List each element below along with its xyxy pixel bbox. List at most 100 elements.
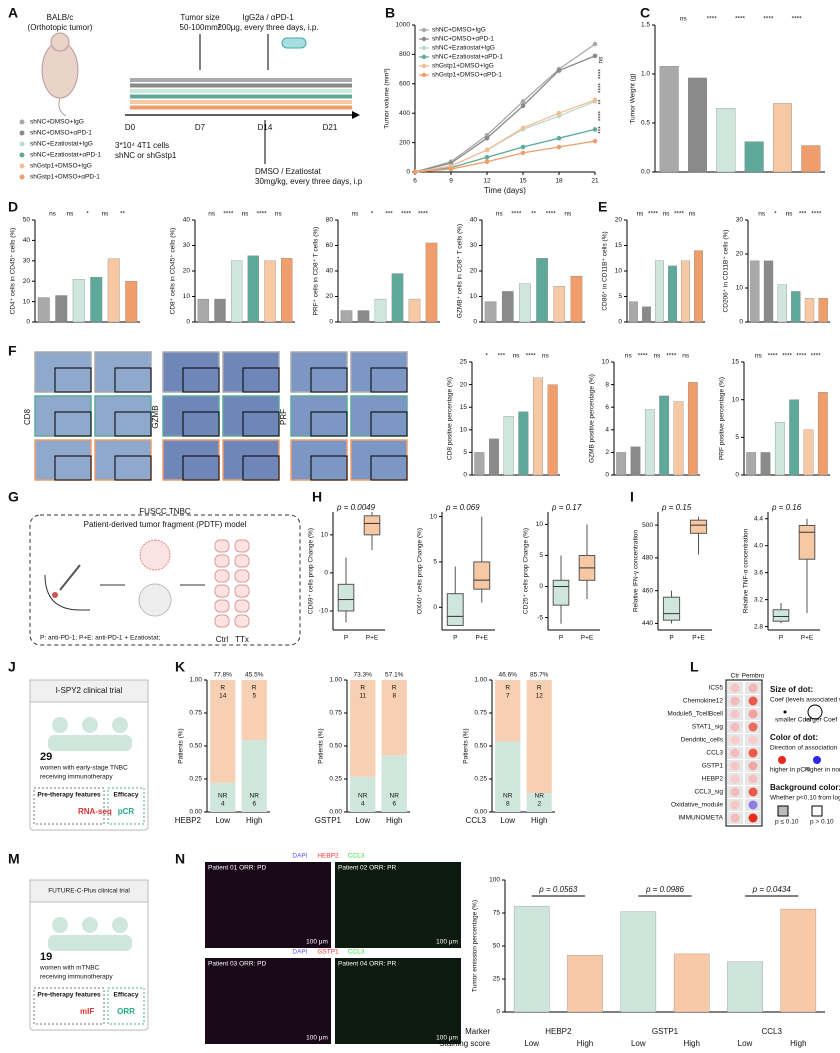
if-image [335, 958, 461, 1044]
text: Ctrl [216, 635, 229, 644]
box [33, 987, 105, 1025]
y-tick-label: -5 [537, 614, 543, 621]
stain-label: HEBP2 [317, 853, 339, 860]
dish [138, 583, 172, 617]
legend-label: shNC+DMSO+αPD-1 [432, 36, 494, 43]
point [556, 144, 562, 150]
significance: * [86, 211, 89, 218]
bar [777, 284, 787, 323]
y-tick-label: 440 [642, 620, 653, 627]
tube [214, 569, 230, 583]
inset [114, 455, 152, 481]
text: women with early-stage TNBC [39, 765, 128, 772]
y-axis-label: CD69⁺ cells prop Change (%) [308, 528, 315, 614]
y-tick-label: 30 [23, 258, 31, 265]
x-tick-label: High [790, 1039, 806, 1048]
series-line [414, 140, 596, 173]
legend-dot [783, 710, 787, 714]
header [29, 679, 149, 703]
inset [114, 411, 152, 437]
point [484, 159, 490, 165]
bar [630, 446, 641, 476]
y-tick-label: 20 [470, 268, 478, 275]
stain-label: CD8 [23, 408, 32, 425]
text: Efficacy [114, 992, 139, 999]
panel-j: I-SPY2 clinical trial 29 women with earl… [29, 679, 149, 831]
y-tick-label: 480 [642, 555, 653, 562]
y-axis-label: Relative IFN-γ concentration [633, 530, 640, 612]
bar [659, 395, 670, 476]
significance: ns [208, 211, 216, 218]
bar [55, 295, 68, 323]
y-tick-label: 5 [618, 293, 622, 300]
ihc-image [162, 395, 220, 437]
y-tick-label: 40 [326, 268, 334, 275]
stain-label: CCL3 [348, 949, 365, 956]
significance: **** [648, 211, 659, 218]
significance: ns [275, 211, 283, 218]
bar [673, 953, 710, 1013]
significance: *** [385, 211, 393, 218]
significance: **** [735, 16, 746, 23]
x-tick-label: High [246, 816, 262, 825]
point [520, 99, 526, 104]
bar [474, 452, 485, 476]
y-axis-label: Tumor emission percentage (%) [472, 900, 479, 992]
inset [310, 411, 348, 437]
y-axis-label: Patients (%) [318, 728, 325, 763]
stain-label: DAPI [292, 853, 307, 860]
significance: **** [782, 353, 793, 360]
bar [774, 422, 785, 476]
value-label: 45.5% [245, 672, 264, 679]
y-tick-label: 0 [324, 570, 328, 577]
segment-count: 12 [536, 693, 544, 700]
series-line [414, 100, 596, 173]
significance: **** [401, 211, 412, 218]
segment-count: 6 [392, 801, 396, 808]
bar-segment [350, 680, 376, 777]
segment-count: 4 [221, 801, 225, 808]
significance: **** [811, 211, 822, 218]
y-tick-label: 75 [493, 910, 501, 917]
significance: ns [496, 211, 504, 218]
timeline-bar [130, 105, 352, 110]
bar [408, 298, 421, 323]
significance: ns [682, 353, 690, 360]
legend-label: shNC+Ezatiostat+αPD-1 [432, 54, 503, 61]
ihc-image [290, 439, 348, 481]
bar [501, 291, 514, 323]
text: 30mg/kg, every three days, i.p [255, 177, 363, 186]
legend-dot [778, 756, 786, 764]
text: ORR [117, 1007, 135, 1016]
tube [214, 554, 230, 568]
significance: **** [638, 353, 649, 360]
bar [620, 911, 657, 1013]
y-axis-label: PRF⁺ cells in CD8⁺ T cells (%) [313, 227, 320, 316]
y-tick-label: 0.75 [329, 710, 342, 717]
significance: *** [598, 126, 605, 134]
y-tick-label: 0.50 [189, 743, 202, 750]
point [484, 147, 490, 153]
x-tick-label: 21 [591, 178, 599, 185]
series-line [414, 55, 596, 173]
legend-label: shNC+Ezatiostat+IgG [432, 45, 495, 52]
bar [425, 242, 438, 323]
text: 50-100mm³ [180, 23, 221, 32]
y-tick-label: 20 [326, 293, 334, 300]
point [556, 110, 562, 116]
significance: ns [755, 353, 763, 360]
point [592, 127, 598, 132]
legend-box [811, 805, 823, 817]
text: D7 [195, 123, 206, 132]
row-label: Chemokine12 [683, 698, 723, 705]
y-axis-label: Tumor Weight (g) [630, 73, 637, 123]
significance: **** [666, 353, 677, 360]
significance: **** [768, 353, 779, 360]
bar [760, 452, 771, 476]
point [556, 135, 562, 141]
row-label: HEBP2 [702, 776, 724, 783]
legend-marker [421, 45, 427, 51]
dot [730, 761, 740, 771]
tube [234, 569, 250, 583]
